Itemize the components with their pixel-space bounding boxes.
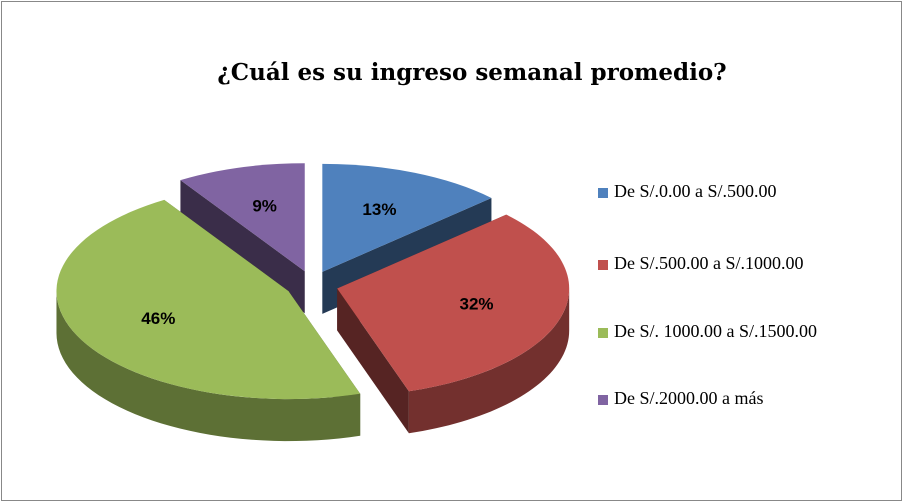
slice	[337, 214, 570, 434]
legend-label: De S/.500.00 a S/.1000.00	[614, 253, 804, 273]
pie-slice	[322, 163, 492, 272]
pie	[56, 163, 570, 442]
legend-swatch	[598, 260, 608, 270]
legend-swatch	[598, 188, 608, 198]
slice	[56, 199, 361, 442]
legend-swatch	[598, 328, 608, 338]
data-label: 32%	[459, 295, 493, 314]
slice-side	[56, 291, 361, 442]
slice-wall	[337, 288, 409, 434]
slice-wall	[180, 180, 305, 314]
slice	[180, 163, 305, 314]
pie-slice	[180, 163, 305, 272]
legend-label: De S/. 1000.00 a S/.1500.00	[614, 321, 817, 341]
legend-label: De S/.0.00 a S/.500.00	[614, 181, 777, 201]
legend-label: De S/.2000.00 a más	[614, 388, 763, 408]
data-label: 13%	[362, 200, 396, 219]
legend-swatch	[598, 395, 608, 405]
slice-side	[408, 288, 570, 434]
pie-slice	[56, 199, 361, 400]
chart-title: ¿Cuál es su ingreso semanal promedio?	[217, 59, 726, 86]
data-label: 46%	[141, 309, 175, 328]
pie-slice	[337, 214, 570, 392]
data-label: 9%	[252, 196, 277, 215]
